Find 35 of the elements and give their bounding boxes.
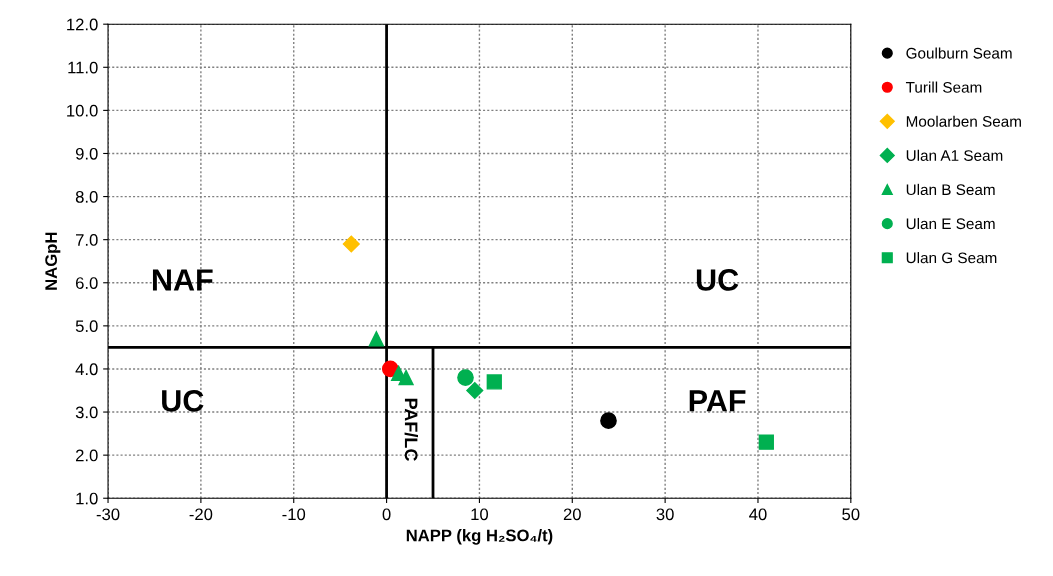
- y-tick-label: 8.0: [75, 190, 98, 203]
- legend-label: Turill Seam: [905, 81, 982, 93]
- x-tick-label: 10: [471, 508, 489, 521]
- legend-label: Ulan B Seam: [906, 183, 995, 196]
- legend-label: Moolarben Seam: [906, 115, 1021, 127]
- legend-label: Ulan A1 Seam: [906, 149, 1003, 161]
- annotation: UC: [162, 390, 204, 412]
- y-tick-label: 5.0: [75, 320, 98, 333]
- y-tick-label: 10.0: [67, 104, 98, 117]
- y-axis-title: NAGpH: [45, 232, 61, 290]
- x-tick-label: -10: [282, 508, 306, 521]
- annotation: NAF: [152, 269, 213, 291]
- x-tick-label: -30: [96, 508, 120, 521]
- x-axis-title: NAPP (kg H₂SO₄/t): [406, 529, 553, 545]
- y-tick-label: 2.0: [75, 449, 98, 462]
- y-tick-label: 3.0: [75, 406, 98, 419]
- x-tick-label: 50: [842, 508, 860, 521]
- annotation: UC: [696, 269, 739, 291]
- x-tick-label: 30: [656, 508, 674, 521]
- legend-label: Ulan G Seam: [906, 252, 997, 264]
- y-tick-label: 4.0: [75, 363, 98, 376]
- annotation: PAF: [689, 390, 746, 412]
- y-tick-label: 12.0: [67, 18, 98, 31]
- y-tick-label: 11.0: [68, 61, 98, 74]
- y-tick-label: 9.0: [75, 147, 98, 160]
- x-tick-label: -20: [189, 508, 213, 521]
- legend-label: Ulan E Seam: [906, 217, 995, 230]
- annotation: PAF/LC: [404, 398, 419, 461]
- x-tick-label: 20: [563, 508, 581, 521]
- x-tick-label: 40: [749, 508, 767, 521]
- y-tick-label: 6.0: [76, 277, 98, 289]
- y-tick-label: 1.0: [76, 492, 98, 505]
- x-tick-label: 0: [382, 508, 391, 521]
- y-tick-label: 7.0: [76, 234, 98, 246]
- legend-label: Goulburn Seam: [906, 47, 1012, 59]
